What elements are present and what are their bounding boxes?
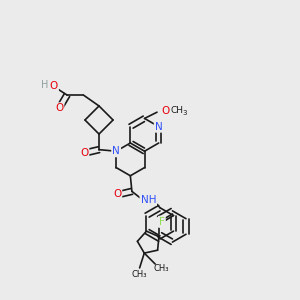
Text: O: O	[55, 103, 63, 113]
Text: CH₃: CH₃	[132, 270, 147, 279]
Text: CH₃: CH₃	[154, 264, 169, 273]
Text: O: O	[80, 148, 88, 158]
Text: O: O	[161, 106, 170, 116]
Text: CH: CH	[171, 106, 184, 115]
Text: O: O	[113, 190, 121, 200]
Text: 3: 3	[183, 110, 187, 116]
Text: NH: NH	[140, 195, 156, 205]
Text: N: N	[112, 146, 120, 156]
Text: F: F	[159, 217, 165, 227]
Text: O: O	[50, 82, 58, 92]
Text: N: N	[155, 122, 163, 132]
Text: H: H	[41, 80, 49, 90]
